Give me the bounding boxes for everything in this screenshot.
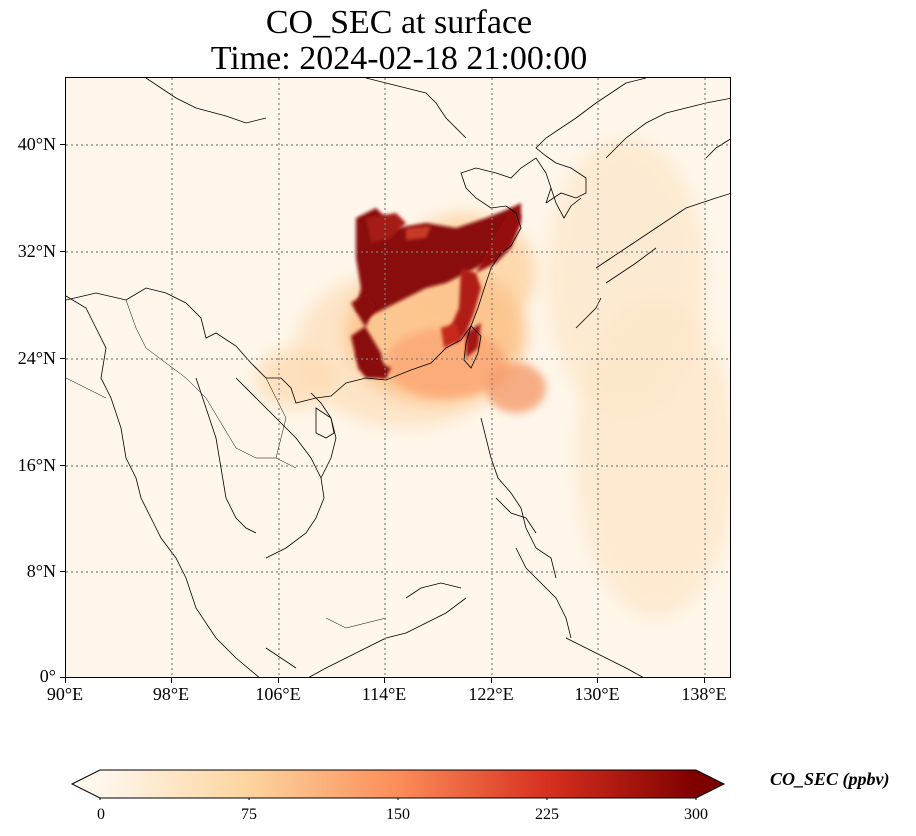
lon-tick-label: 122°E (468, 684, 514, 704)
lat-tick-mark (60, 251, 65, 252)
lon-tick-mark (704, 678, 705, 683)
map-panel (65, 77, 731, 678)
lon-tick-label: 90°E (46, 684, 84, 704)
lon-tick-label: 138°E (681, 684, 727, 704)
lon-tick-mark (278, 678, 279, 683)
lat-tick-label: 24°N (17, 348, 56, 368)
colorbar-tick-label: 300 (684, 806, 708, 823)
lon-tick-label: 130°E (574, 684, 620, 704)
lon-tick-mark (171, 678, 172, 683)
colorbar (70, 769, 726, 800)
colorbar-gradient (100, 770, 696, 798)
lon-tick-mark (491, 678, 492, 683)
lon-tick-label: 98°E (152, 684, 190, 704)
lon-tick-label: 106°E (255, 684, 301, 704)
lat-tick-label: 16°N (17, 455, 56, 475)
lon-tick-label: 114°E (361, 684, 407, 704)
colorbar-label: CO_SEC (ppbv) (770, 769, 890, 789)
lat-tick-mark (60, 677, 65, 678)
map-time-subtitle: Time: 2024-02-18 21:00:00 (210, 40, 588, 77)
lat-tick-mark (60, 144, 65, 145)
colorbar-tick-label: 75 (241, 806, 257, 823)
colorbar-tick-label: 150 (386, 806, 410, 823)
colorbar-tick-label: 0 (97, 806, 105, 823)
lat-tick-label: 0° (39, 666, 56, 686)
lat-tick-mark (60, 465, 65, 466)
coastlines (66, 78, 730, 677)
colorbar-extend-min (72, 770, 100, 798)
map-title: CO_SEC at surface (265, 4, 533, 41)
lon-tick-mark (384, 678, 385, 683)
colorbar-tick-label: 225 (535, 806, 559, 823)
colorbar-extend-max (696, 770, 724, 798)
lat-tick-label: 40°N (17, 134, 56, 154)
lon-tick-mark (597, 678, 598, 683)
gridlines (66, 78, 730, 677)
lat-tick-mark (60, 358, 65, 359)
lon-tick-mark (65, 678, 66, 683)
co-concentration-field (256, 138, 730, 618)
lat-tick-label: 8°N (26, 561, 56, 581)
lat-tick-label: 32°N (17, 241, 56, 261)
map-canvas (66, 78, 730, 677)
lat-tick-mark (60, 571, 65, 572)
